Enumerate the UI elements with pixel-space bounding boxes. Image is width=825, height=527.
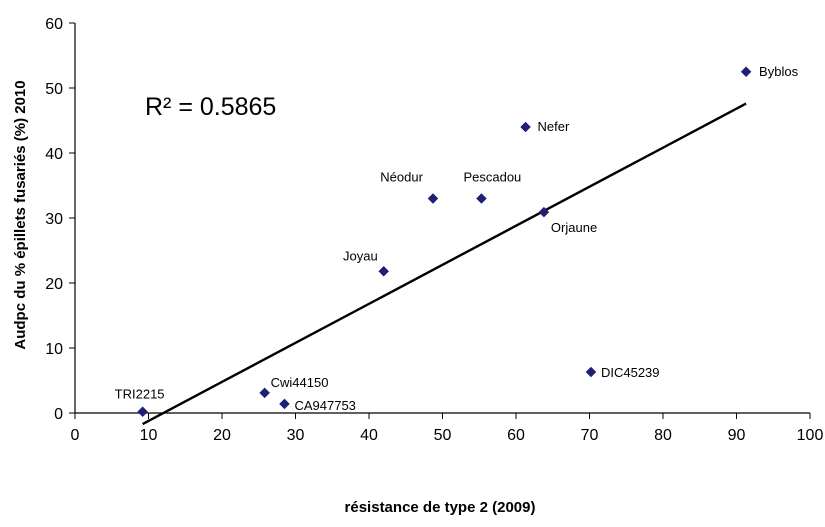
- data-point: [427, 193, 439, 204]
- x-tick-label: 90: [728, 427, 746, 444]
- x-tick-label: 60: [507, 427, 525, 444]
- y-tick-label: 20: [45, 276, 63, 293]
- x-tick-label: 0: [71, 427, 80, 444]
- point-label: Orjaune: [551, 220, 597, 235]
- y-tick-label: 50: [45, 81, 63, 98]
- data-point: [137, 406, 148, 418]
- x-tick-label: 40: [360, 427, 378, 444]
- data-point: [279, 398, 290, 410]
- r-squared-annotation: R² = 0.5865: [145, 93, 276, 121]
- point-label: DIC45239: [601, 365, 660, 380]
- point-label: CA947753: [294, 398, 355, 413]
- data-point: [740, 66, 752, 78]
- x-tick-label: 100: [797, 427, 824, 444]
- data-point: [259, 387, 270, 399]
- point-label: Cwi44150: [271, 375, 329, 390]
- data-point: [520, 121, 531, 133]
- x-tick-label: 80: [654, 427, 672, 444]
- y-tick-label: 40: [45, 146, 63, 163]
- axes: 0 10 20 30 40 50 60 70 80 90 100 0 10 20 30 40 50 60: [45, 16, 823, 444]
- data-point: [476, 193, 487, 204]
- x-axis-title: résistance de type 2 (2009): [345, 499, 536, 516]
- y-tick-label: 0: [54, 406, 63, 423]
- trendline: [142, 102, 747, 426]
- x-tick-label: 20: [213, 427, 231, 444]
- y-axis-title: Audpc du % épillets fusariés (%) 2010: [12, 80, 29, 349]
- x-tick-label: 30: [287, 427, 305, 444]
- x-tick-label: 70: [581, 427, 599, 444]
- point-label: Néodur: [380, 170, 423, 185]
- data-point: [538, 206, 550, 218]
- x-tick-label: 50: [434, 427, 452, 444]
- point-label: Joyau: [343, 248, 378, 263]
- trendline-group: [142, 102, 747, 426]
- data-point: [585, 366, 597, 378]
- points-group: TRI2215 Cwi44150 CA947753 Joyau Néodur Pescad…: [115, 64, 799, 418]
- y-tick-label: 10: [45, 341, 63, 358]
- data-point: [378, 265, 390, 277]
- x-tick-label: 10: [140, 427, 158, 444]
- y-tick-label: 60: [45, 16, 63, 33]
- point-label: Pescadou: [463, 170, 521, 185]
- y-tick-label: 30: [45, 211, 63, 228]
- point-label: TRI2215: [115, 387, 165, 402]
- point-label: Byblos: [759, 64, 799, 79]
- point-label: Nefer: [538, 119, 570, 134]
